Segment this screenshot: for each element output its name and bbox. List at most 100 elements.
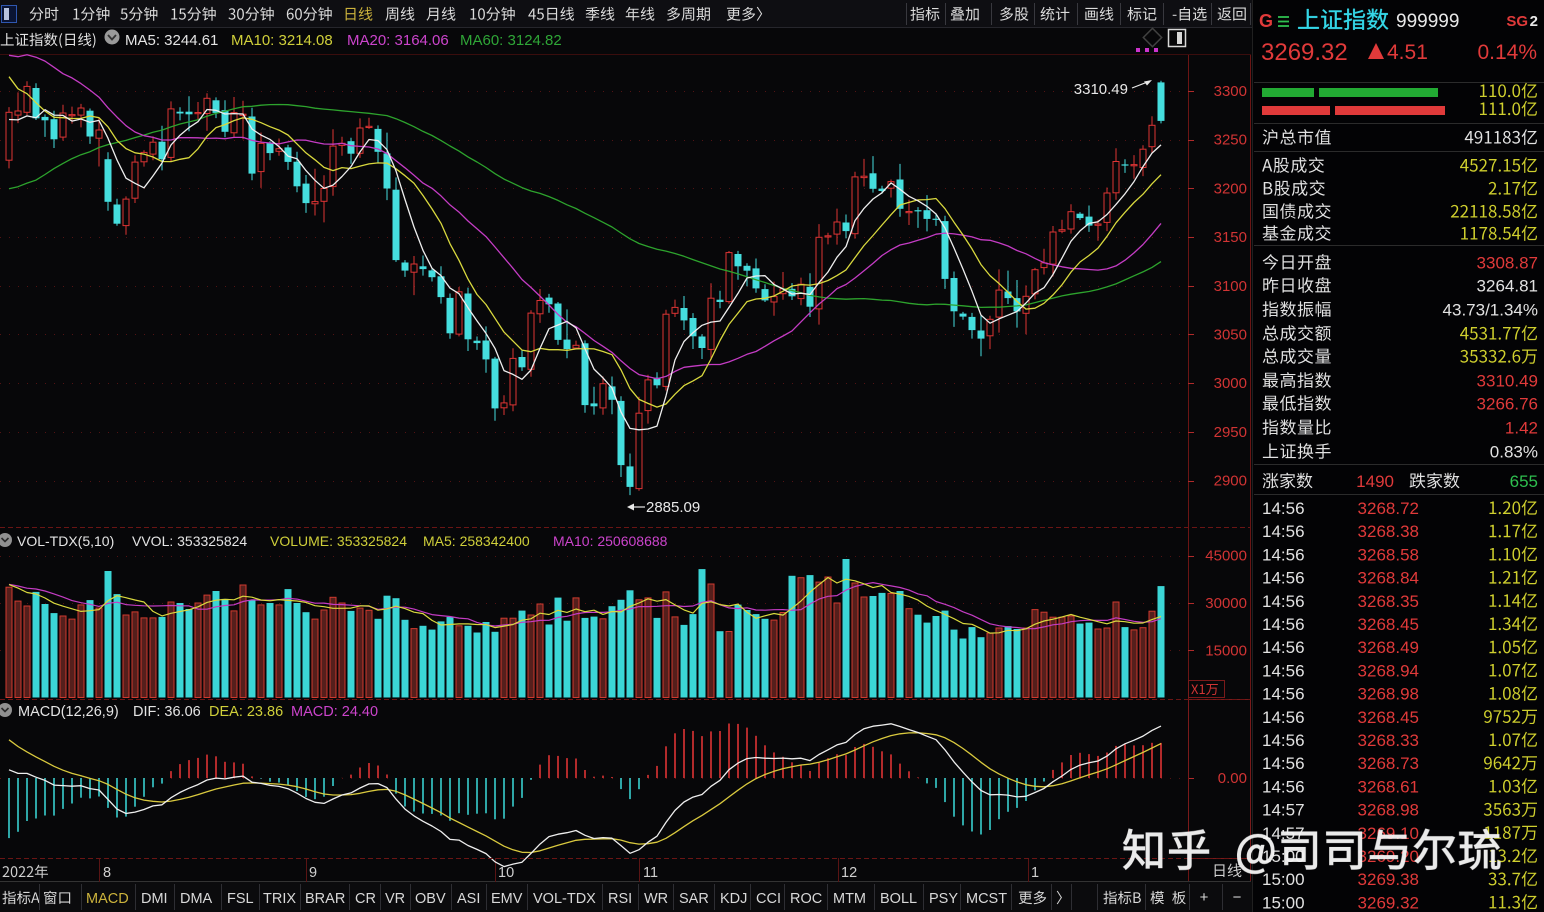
svg-text:14:56: 14:56 [1262,777,1305,796]
svg-text:3269.38: 3269.38 [1358,870,1419,889]
svg-text:DIF: 36.06: DIF: 36.06 [133,704,201,720]
svg-text:3268.49: 3268.49 [1358,638,1419,657]
svg-text:3050: 3050 [1214,327,1247,344]
svg-text:+: + [1200,889,1209,906]
svg-text:3268.38: 3268.38 [1358,522,1419,541]
svg-text:9: 9 [309,865,317,881]
svg-text:14:56: 14:56 [1262,545,1305,564]
svg-text:MTM: MTM [833,891,866,907]
svg-text:3268.84: 3268.84 [1358,569,1419,588]
svg-text:FSL: FSL [227,891,254,907]
svg-text:DMI: DMI [141,891,168,907]
svg-text:14:56: 14:56 [1262,569,1305,588]
svg-text:3300: 3300 [1214,83,1247,100]
svg-text:3268.45: 3268.45 [1358,615,1419,634]
svg-text:1: 1 [1031,865,1039,881]
svg-text:0.83%: 0.83% [1490,443,1538,462]
svg-text:14:56: 14:56 [1262,731,1305,750]
svg-text:14:56: 14:56 [1262,708,1305,727]
svg-text:BOLL: BOLL [880,891,917,907]
svg-text:−: − [1233,889,1242,906]
svg-text:CCI: CCI [756,891,781,907]
svg-text:3269.32: 3269.32 [1358,893,1419,912]
svg-text:14:56: 14:56 [1262,685,1305,704]
svg-text:MACD: 24.40: MACD: 24.40 [291,704,378,720]
svg-text:OBV: OBV [415,891,446,907]
svg-text:10: 10 [498,865,514,881]
svg-text:12: 12 [841,865,857,881]
svg-text:14:56: 14:56 [1262,592,1305,611]
svg-text:VVOL: 353325824: VVOL: 353325824 [132,533,247,549]
svg-text:BRAR: BRAR [305,891,345,907]
svg-text:14:56: 14:56 [1262,661,1305,680]
svg-text:14:56: 14:56 [1262,615,1305,634]
svg-text:0.00: 0.00 [1218,770,1247,787]
svg-text:3310.49: 3310.49 [1477,372,1538,391]
svg-text:RSI: RSI [608,891,632,907]
svg-text:MA5: 3244.61: MA5: 3244.61 [125,32,218,49]
svg-text:3308.87: 3308.87 [1477,254,1538,273]
svg-text:3268.45: 3268.45 [1358,708,1419,727]
svg-text:8: 8 [103,865,111,881]
svg-text:15:00: 15:00 [1262,893,1305,912]
svg-text:3268.73: 3268.73 [1358,754,1419,773]
svg-text:3268.61: 3268.61 [1358,777,1419,796]
svg-text:30000: 30000 [1205,595,1247,612]
svg-text:VR: VR [385,891,405,907]
svg-text:14:57: 14:57 [1262,801,1305,820]
svg-text:3264.81: 3264.81 [1477,277,1538,296]
svg-text:14:56: 14:56 [1262,499,1305,518]
svg-text:3100: 3100 [1214,278,1247,295]
svg-text:ASI: ASI [457,891,480,907]
svg-text:14:56: 14:56 [1262,522,1305,541]
svg-text:SG: SG [1506,13,1528,30]
svg-text:3268.72: 3268.72 [1358,499,1419,518]
svg-text:43.73/1.34%: 43.73/1.34% [1443,301,1538,320]
svg-text:45000: 45000 [1205,548,1247,565]
svg-text:ROC: ROC [790,891,822,907]
svg-text:DEA: 23.86: DEA: 23.86 [209,704,283,720]
svg-text:15000: 15000 [1205,643,1247,660]
svg-text:2885.09: 2885.09 [646,499,700,516]
svg-text:VOL-TDX(5,10): VOL-TDX(5,10) [17,533,114,549]
svg-text:MA20: 3164.06: MA20: 3164.06 [347,32,449,49]
svg-text:3250: 3250 [1214,132,1247,149]
svg-text:EMV: EMV [491,891,523,907]
svg-text:4.51: 4.51 [1387,41,1428,64]
svg-text:PSY: PSY [929,891,958,907]
svg-text:CR: CR [355,891,376,907]
svg-text:SAR: SAR [679,891,709,907]
svg-text:3310.49: 3310.49 [1074,81,1128,98]
svg-text:TRIX: TRIX [263,891,296,907]
svg-text:VOL-TDX: VOL-TDX [533,891,596,907]
svg-text:655: 655 [1510,472,1538,491]
svg-text:0.14%: 0.14% [1477,41,1537,64]
svg-text:3268.94: 3268.94 [1358,661,1419,680]
svg-text:MCST: MCST [966,891,1007,907]
svg-text:WR: WR [644,891,668,907]
svg-text:2: 2 [1530,13,1538,30]
svg-text:MA5: 258342400: MA5: 258342400 [423,533,530,549]
svg-text:3150: 3150 [1214,229,1247,246]
svg-text:MA10: 3214.08: MA10: 3214.08 [231,32,333,49]
svg-text:11: 11 [643,865,658,881]
svg-text:MA60: 3124.82: MA60: 3124.82 [460,32,562,49]
svg-text:14:56: 14:56 [1262,638,1305,657]
svg-text:VOLUME: 353325824: VOLUME: 353325824 [270,533,407,549]
svg-text:1.42: 1.42 [1505,419,1538,438]
svg-text:999999: 999999 [1396,11,1459,32]
svg-text:3266.76: 3266.76 [1477,395,1538,414]
svg-text:3268.98: 3268.98 [1358,801,1419,820]
svg-text:14:56: 14:56 [1262,754,1305,773]
svg-text:3268.33: 3268.33 [1358,731,1419,750]
svg-text:15:00: 15:00 [1262,870,1305,889]
svg-text:2900: 2900 [1214,473,1247,490]
svg-text:G: G [1259,11,1273,31]
svg-text:2950: 2950 [1214,424,1247,441]
svg-text:3269.10: 3269.10 [1358,824,1419,843]
svg-text:KDJ: KDJ [720,891,747,907]
svg-text:DMA: DMA [180,891,213,907]
svg-text:3268.58: 3268.58 [1358,545,1419,564]
svg-text:3268.35: 3268.35 [1358,592,1419,611]
svg-text:1490: 1490 [1356,472,1394,491]
